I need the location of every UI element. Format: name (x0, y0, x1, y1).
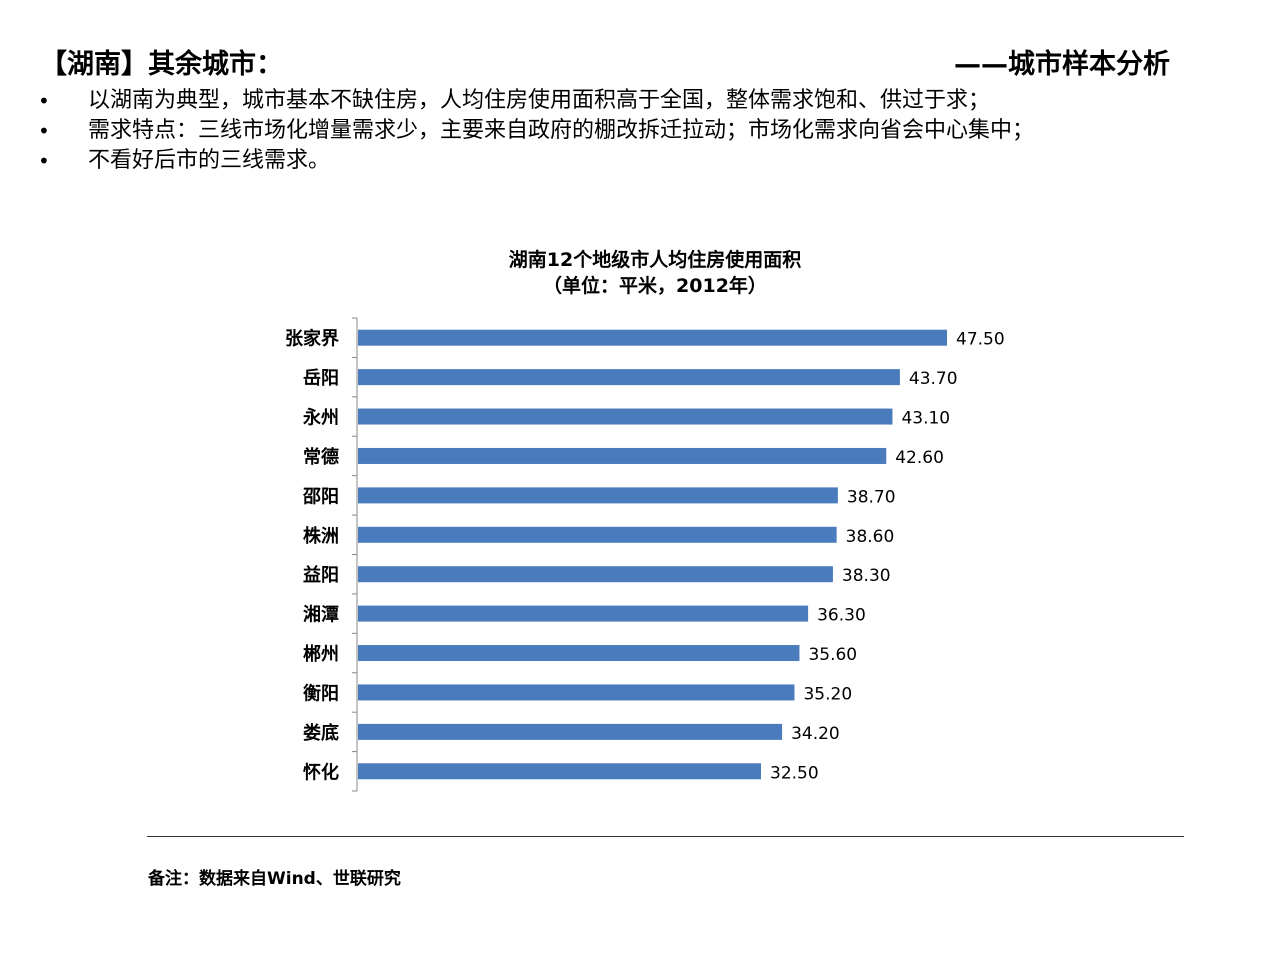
bar (358, 645, 800, 662)
category-label: 株洲 (303, 525, 339, 547)
bar (358, 369, 900, 386)
section-label: ——城市样本分析 (954, 49, 1170, 80)
bar (358, 408, 893, 425)
category-label: 岳阳 (303, 368, 339, 389)
bullet-item: • 需求特点：三线市场化增量需求少，主要来自政府的棚改拆迁拉动；市场化需求向省会中… (38, 116, 1238, 146)
bar (358, 447, 887, 464)
data-label: 38.30 (842, 566, 891, 586)
category-label: 娄底 (303, 722, 339, 744)
data-label: 38.60 (846, 527, 895, 547)
chart-title: 湖南12个地级市人均住房使用面积 (508, 249, 802, 271)
bar (358, 526, 837, 543)
bullet-item: • 不看好后市的三线需求。 (38, 146, 1238, 176)
bullet-text: 需求特点：三线市场化增量需求少，主要来自政府的棚改拆迁拉动；市场化需求向省会中心… (88, 118, 1035, 143)
data-label: 34.20 (791, 724, 840, 744)
data-label: 43.70 (909, 369, 958, 389)
category-label: 怀化 (303, 761, 339, 783)
category-label: 衡阳 (303, 682, 339, 704)
bar (358, 566, 833, 583)
category-label: 益阳 (303, 564, 339, 586)
category-label: 邵阳 (302, 486, 339, 507)
footer-divider (147, 836, 1184, 837)
source-note: 备注：数据来自Wind、世联研究 (148, 869, 401, 889)
data-label: 35.20 (803, 684, 852, 704)
bullet-list: • 以湖南为典型，城市基本不缺住房，人均住房使用面积高于全国，整体需求饱和、供过于… (38, 86, 1238, 176)
bullet-text: 不看好后市的三线需求。 (88, 148, 331, 173)
data-label: 47.50 (956, 330, 1005, 350)
data-label: 36.30 (817, 606, 866, 626)
bullet-dot: • (38, 89, 50, 113)
bar (358, 723, 783, 740)
bullet-item: • 以湖南为典型，城市基本不缺住房，人均住房使用面积高于全国，整体需求饱和、供过于… (38, 86, 1238, 116)
slide-title: 【湖南】其余城市： (40, 49, 283, 80)
bar (358, 605, 809, 622)
category-label: 张家界 (285, 328, 339, 350)
bullet-dot: • (38, 149, 50, 173)
data-label: 43.10 (901, 409, 950, 429)
data-label: 32.50 (770, 763, 819, 783)
data-label: 38.70 (847, 487, 896, 507)
category-label: 常德 (303, 446, 339, 468)
category-label: 永州 (302, 407, 339, 429)
chart-subtitle: （单位：平米，2012年） (543, 275, 767, 297)
bar (358, 763, 761, 780)
bullet-text: 以湖南为典型，城市基本不缺住房，人均住房使用面积高于全国，整体需求饱和、供过于求… (88, 88, 991, 113)
bar (358, 329, 947, 346)
data-label: 35.60 (808, 645, 857, 665)
bar (358, 487, 838, 504)
bar (358, 684, 795, 701)
category-label: 湘潭 (303, 604, 339, 626)
bullet-dot: • (38, 119, 50, 143)
data-label: 42.60 (895, 448, 944, 468)
category-label: 郴州 (303, 643, 339, 665)
